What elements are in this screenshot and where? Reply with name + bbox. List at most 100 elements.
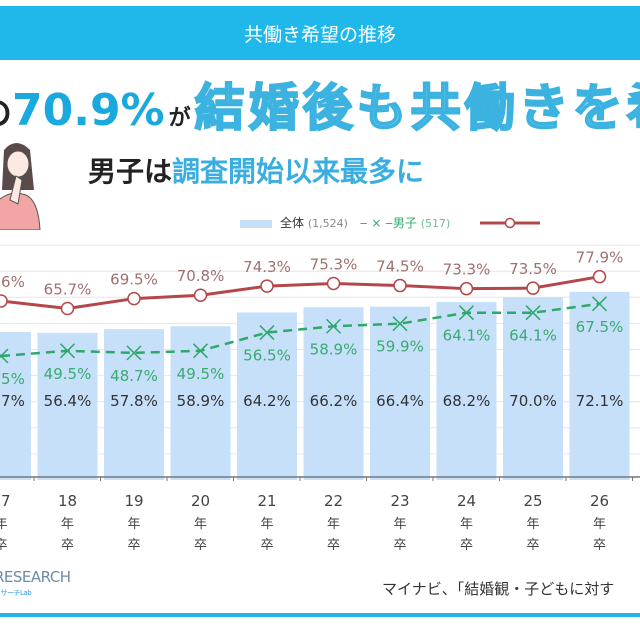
x-tick-label: 26 (590, 492, 609, 510)
legend-overall-label: 全体 (280, 216, 305, 230)
data-label-overall: 58.9% (177, 392, 225, 410)
point-male (126, 345, 142, 361)
data-label-male: 59.9% (376, 338, 424, 356)
x-tick-label: 20 (191, 492, 210, 510)
logo-subtext: リサーチLab (0, 589, 32, 597)
legend-overall-n: (1,524) (307, 217, 348, 230)
x-tick-suffix: 年 (61, 517, 74, 532)
point-male (525, 305, 541, 321)
x-tick-suffix: 卒 (127, 538, 140, 550)
legend-dash-x-icon: ‒ × ‒ (359, 216, 393, 230)
bar-overall (503, 297, 563, 480)
data-label-female: 68.6% (0, 273, 25, 291)
data-label-male: 47.5% (0, 370, 25, 388)
legend-bar-swatch (240, 219, 272, 228)
x-tick-label: 25 (523, 492, 542, 510)
x-tick-label: 24 (457, 492, 476, 510)
headline: の 70.9% が 結婚後も共働きを希 (0, 68, 640, 140)
title-banner: 共働き希望の推移 (0, 6, 640, 60)
point-female (60, 301, 75, 316)
data-label-overall: 56.4% (44, 392, 92, 410)
legend-male-n: (517) (420, 217, 451, 230)
point-male (458, 305, 475, 321)
data-label-male: 48.7% (110, 367, 158, 385)
bar-overall (370, 306, 430, 480)
bottom-rule (0, 613, 640, 617)
x-tick-label: 22 (324, 492, 343, 510)
subtitle: 男子は調査開始以来最多に (88, 150, 424, 190)
bar-overall (303, 307, 364, 480)
x-tick-label: 17 (0, 492, 11, 510)
data-label-male: 67.5% (576, 318, 624, 336)
data-label-female: 65.7% (44, 281, 92, 299)
bar-overall (569, 291, 630, 480)
x-tick-suffix: 卒 (460, 538, 473, 550)
data-label-female: 73.3% (443, 261, 491, 279)
data-label-male: 49.5% (177, 365, 225, 383)
point-male (259, 325, 275, 341)
legend-male: ‒ × ‒男子 (517) (360, 214, 450, 231)
x-tick-suffix: 年 (327, 517, 340, 532)
bar-overall (37, 332, 98, 480)
x-tick-suffix: 年 (127, 517, 140, 532)
x-tick-suffix: 年 (0, 517, 8, 532)
data-label-female: 73.5% (509, 260, 557, 278)
point-female (193, 288, 208, 302)
point-male (192, 343, 209, 359)
bar-overall (104, 329, 164, 480)
x-tick-suffix: 年 (460, 517, 473, 532)
subtitle-part2: 調査開始以来最多に (172, 155, 425, 188)
logo-text: RESEARCH (0, 568, 71, 586)
source-note: マイナビ、「結婚観・子どもに対す (382, 580, 615, 598)
data-label-female: 69.5% (110, 271, 158, 289)
data-label-male: 64.1% (509, 327, 557, 345)
line-male (0, 302, 600, 358)
data-label-overall: 64.2% (243, 392, 291, 410)
x-tick-suffix: 年 (194, 517, 207, 532)
x-tick-suffix: 年 (260, 517, 273, 532)
x-tick-suffix: 卒 (0, 538, 8, 550)
data-label-overall: 66.4% (376, 392, 424, 410)
line-female (0, 275, 600, 311)
headline-percent: 70.9% (12, 85, 165, 136)
point-female (526, 281, 540, 295)
x-tick-label: 18 (58, 492, 77, 510)
point-male (59, 343, 76, 359)
x-tick-label: 19 (124, 492, 143, 510)
banner-title: 共働き希望の推移 (243, 23, 396, 46)
chart-legend: 全体 (1,524) ‒ × ‒男子 (517) (240, 214, 541, 231)
data-label-male: 64.1% (443, 327, 491, 345)
x-tick-label: 23 (390, 492, 409, 510)
data-label-overall: 66.2% (310, 392, 358, 410)
data-label-overall: 68.2% (443, 392, 491, 410)
x-tick-suffix: 卒 (526, 538, 539, 550)
data-label-female: 77.9% (576, 249, 624, 267)
headline-main: 結婚後も共働きを希 (194, 78, 640, 138)
headline-particle: が (168, 106, 191, 131)
chart: 17 年卒 18 年卒 19 年卒 20 年卒 21 年卒 22 年卒 23 年卒 24 年卒 25 年卒 26 年卒… (0, 244, 640, 550)
data-label-male: 56.5% (243, 347, 291, 365)
x-tick-suffix: 卒 (260, 538, 273, 550)
legend-line-circle-icon (480, 217, 541, 228)
point-male (591, 296, 608, 312)
x-tick-suffix: 年 (593, 517, 606, 532)
data-label-overall: 70.0% (509, 392, 557, 410)
data-label-overall: 72.1% (576, 392, 624, 410)
data-label-overall: 56.7% (0, 392, 25, 410)
point-female (0, 294, 8, 308)
data-label-overall: 57.8% (110, 392, 158, 410)
x-tick-suffix: 卒 (327, 538, 340, 550)
woman-thinking-illustration (0, 143, 41, 230)
point-male (0, 348, 9, 364)
point-female (592, 269, 607, 284)
point-female (459, 281, 474, 296)
x-tick-suffix: 卒 (61, 538, 74, 550)
point-female (393, 278, 407, 293)
bar-overall (436, 301, 497, 480)
point-male (392, 316, 408, 332)
x-tick-suffix: 卒 (593, 538, 606, 550)
x-tick-suffix: 卒 (194, 538, 207, 550)
point-female (326, 276, 341, 291)
point-female (260, 279, 274, 293)
